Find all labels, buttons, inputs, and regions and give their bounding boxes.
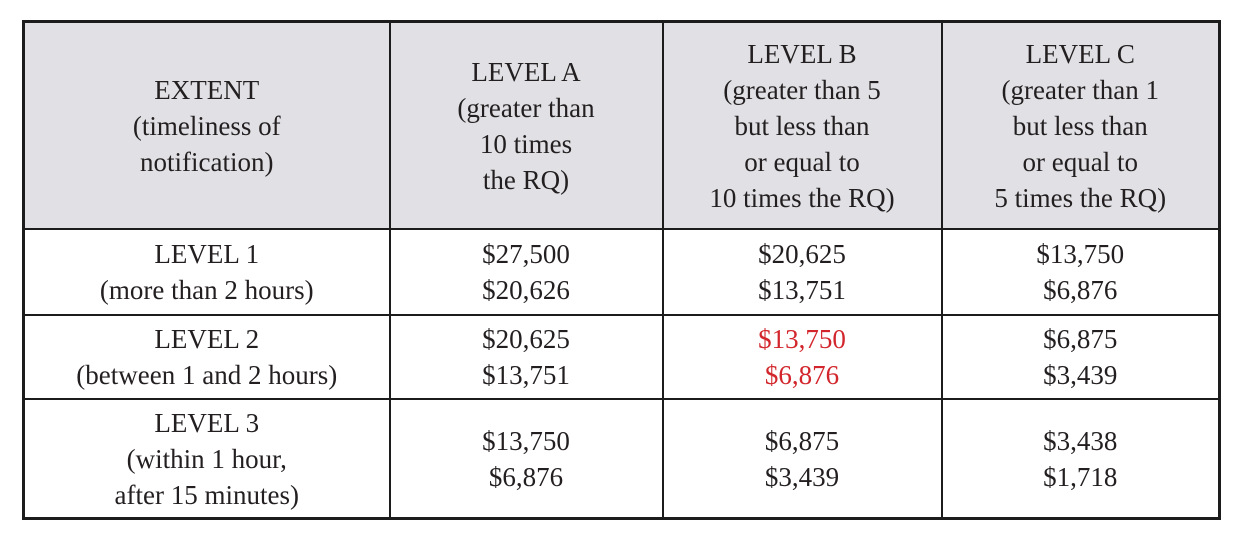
header-row: EXTENT (timeliness of notification) LEVE… [22, 20, 1221, 230]
cell-level3-level-c: $3,438 $1,718 [940, 398, 1221, 520]
table-row-level-2: LEVEL 2 (between 1 and 2 hours) $20,625 … [22, 314, 1221, 400]
cell-level1-extent: LEVEL 1 (more than 2 hours) [22, 228, 391, 316]
cell-level3-extent: LEVEL 3 (within 1 hour, after 15 minutes… [22, 398, 391, 520]
cell-level2-level-a: $20,625 $13,751 [388, 314, 664, 400]
cell-level2-level-b-highlighted: $13,750 $6,876 [661, 314, 943, 400]
header-cell-level-a: LEVEL A (greater than 10 times the RQ) [388, 20, 664, 230]
cell-level2-level-c: $6,875 $3,439 [940, 314, 1221, 400]
cell-level3-level-b: $6,875 $3,439 [661, 398, 943, 520]
cell-level3-level-a: $13,750 $6,876 [388, 398, 664, 520]
cell-level2-extent: LEVEL 2 (between 1 and 2 hours) [22, 314, 391, 400]
header-cell-level-b: LEVEL B (greater than 5 but less than or… [661, 20, 943, 230]
header-cell-level-c: LEVEL C (greater than 1 but less than or… [940, 20, 1221, 230]
cell-level1-level-c: $13,750 $6,876 [940, 228, 1221, 316]
cell-level1-level-a: $27,500 $20,626 [388, 228, 664, 316]
header-cell-extent: EXTENT (timeliness of notification) [22, 20, 391, 230]
table-row-level-1: LEVEL 1 (more than 2 hours) $27,500 $20,… [22, 228, 1221, 316]
penalty-matrix-table: EXTENT (timeliness of notification) LEVE… [22, 20, 1221, 520]
table-row-level-3: LEVEL 3 (within 1 hour, after 15 minutes… [22, 398, 1221, 520]
cell-level1-level-b: $20,625 $13,751 [661, 228, 943, 316]
